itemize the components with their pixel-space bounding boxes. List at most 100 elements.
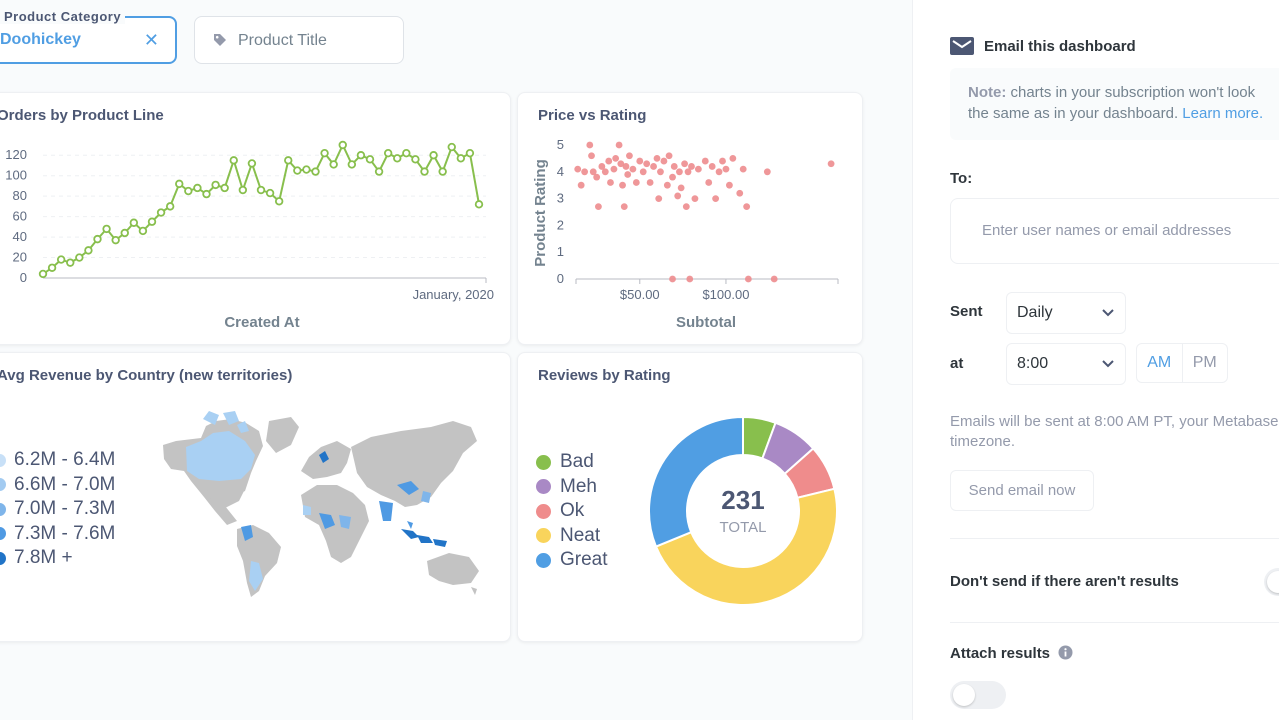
data-point <box>66 258 75 267</box>
data-point <box>220 183 229 193</box>
data-point <box>211 180 220 190</box>
orders-by-product-line-card[interactable]: Orders by Product Line 0 20 40 60 80 100 120 Ja… <box>0 92 511 345</box>
data-point <box>156 208 166 217</box>
scatter-point <box>669 173 676 181</box>
data-point <box>411 155 420 164</box>
legend-color-dot <box>0 527 6 541</box>
price-vs-rating-card[interactable]: Price vs Rating 0 1 2 3 4 5 $50.00 $100.00 Subto… <box>517 92 863 345</box>
legend-color-dot <box>536 528 551 544</box>
scatter-point <box>595 203 602 211</box>
legend-label: 6.6M - 7.0M <box>14 473 116 495</box>
data-point <box>456 154 466 163</box>
data-point <box>465 148 475 158</box>
data-point <box>356 151 366 160</box>
data-point <box>420 167 429 176</box>
data-point <box>184 186 193 196</box>
toggle-knob <box>953 684 975 706</box>
dont-send-toggle[interactable] <box>1264 568 1279 596</box>
avg-revenue-map-card[interactable]: Avg Revenue by Country (new territories) <box>0 352 511 642</box>
scatter-point <box>617 160 625 168</box>
scatter-point <box>605 157 613 165</box>
data-point <box>320 148 329 158</box>
scatter-point <box>574 165 582 173</box>
scatter-point <box>612 155 620 162</box>
scatter-point <box>739 165 747 173</box>
data-point <box>374 167 384 176</box>
legend-label: Ok <box>560 500 585 522</box>
envelope-icon <box>950 37 974 55</box>
data-point <box>84 246 93 255</box>
y-tick-label: 4 <box>557 164 564 179</box>
card-title: Orders by Product Line <box>0 107 164 124</box>
scatter-point <box>674 192 682 200</box>
legend-item[interactable]: Ok <box>536 499 608 524</box>
scatter-point <box>719 157 726 165</box>
scatter-point <box>660 157 668 165</box>
legend-label: Meh <box>560 475 597 497</box>
scatter-point <box>743 203 751 211</box>
legend-color-dot <box>536 479 551 495</box>
legend-color-dot <box>536 454 551 470</box>
product-category-filter[interactable]: Product Category Doohickey ✕ <box>0 9 177 64</box>
data-point <box>175 179 184 189</box>
sent-label: Sent <box>950 303 983 320</box>
donut-legend: Bad Meh Ok Neat Great <box>536 450 608 573</box>
note-bold: Note: <box>968 84 1007 101</box>
data-point <box>338 140 347 150</box>
legend-item[interactable]: Neat <box>536 524 608 549</box>
legend-label: 6.2M - 6.4M <box>14 449 116 471</box>
y-tick-label: 60 <box>13 209 27 224</box>
scatter-point <box>701 157 709 165</box>
scatter-point <box>610 165 618 173</box>
legend-item[interactable]: Meh <box>536 475 608 500</box>
y-tick-label: 3 <box>557 191 564 206</box>
email-header: Email this dashboard <box>950 37 1136 55</box>
divider <box>950 538 1279 539</box>
scatter-point <box>620 203 628 211</box>
am-button[interactable]: AM <box>1137 344 1183 382</box>
product-title-placeholder: Product Title <box>238 32 327 49</box>
time-select[interactable]: 8:00 <box>1006 343 1126 385</box>
map-legend: 6.2M - 6.4M 6.6M - 7.0M 7.0M - 7.3M 7.3M… <box>0 448 115 571</box>
scatter-point <box>636 157 644 165</box>
scatter-point <box>615 141 623 149</box>
send-email-now-button[interactable]: Send email now <box>950 470 1094 511</box>
donut-total-value: 231 <box>721 485 764 515</box>
y-tick-label: 20 <box>13 250 27 265</box>
legend-item[interactable]: Bad <box>536 450 608 475</box>
legend-label: 7.3M - 7.6M <box>14 522 116 544</box>
frequency-select[interactable]: Daily <box>1006 292 1126 334</box>
scatter-point <box>712 195 720 202</box>
x-tick-label: January, 2020 <box>413 287 494 302</box>
info-icon[interactable] <box>1058 645 1073 660</box>
schedule-help-text: Emails will be sent at 8:00 AM PT, your … <box>950 413 1279 450</box>
reviews-by-rating-card[interactable]: Reviews by Rating 231 TOTAL <box>517 352 863 642</box>
scatter-point <box>663 181 671 189</box>
y-tick-label: 100 <box>5 168 27 183</box>
attach-results-toggle[interactable] <box>950 681 1006 709</box>
legend-item: 6.2M - 6.4M <box>0 448 115 473</box>
legend-item: 6.6M - 7.0M <box>0 473 115 498</box>
pm-button[interactable]: PM <box>1192 354 1217 371</box>
x-tick-label: $100.00 <box>702 287 749 302</box>
y-tick-label: 5 <box>557 137 564 152</box>
donut-total-label: TOTAL <box>720 519 767 536</box>
donut-slice-great <box>648 415 744 548</box>
recipients-input[interactable]: Enter user names or email addresses <box>950 198 1279 264</box>
product-category-value: Doohickey <box>0 31 81 48</box>
legend-item: 7.8M + <box>0 546 115 571</box>
data-point <box>274 197 284 206</box>
scatter-point <box>626 152 633 160</box>
data-point <box>202 189 211 199</box>
scatter-point <box>744 275 752 283</box>
subscription-note: Note: charts in your subscription won't … <box>950 68 1279 140</box>
legend-item[interactable]: Great <box>536 548 608 573</box>
scatter-point <box>607 179 614 186</box>
data-point <box>129 218 139 227</box>
learn-more-link[interactable]: Learn more. <box>1182 105 1264 122</box>
product-title-filter[interactable]: Product Title <box>194 16 404 64</box>
data-point <box>120 228 129 238</box>
scatter-point <box>601 168 609 176</box>
clear-filter-icon[interactable]: ✕ <box>143 30 159 50</box>
legend-color-dot <box>0 478 6 492</box>
